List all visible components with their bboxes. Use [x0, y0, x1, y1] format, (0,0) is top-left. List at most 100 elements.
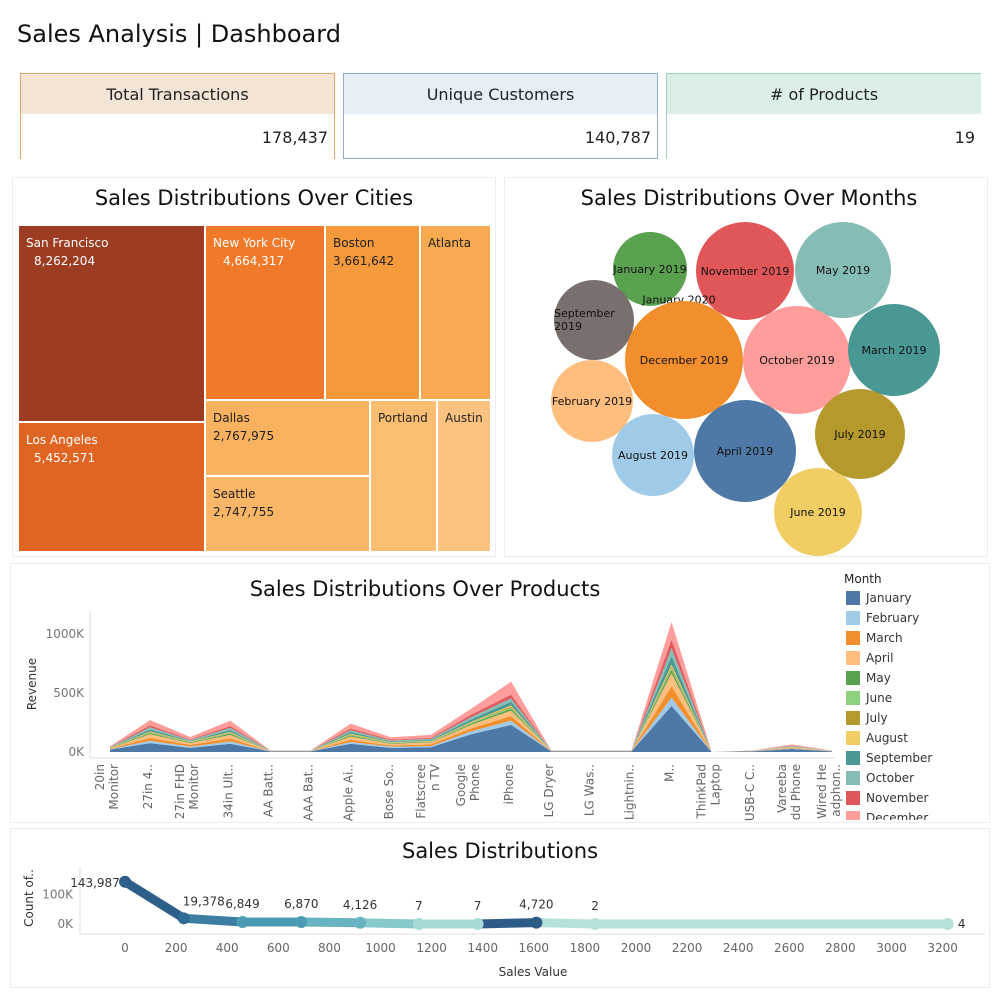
x-tick-label: Monitor: [187, 764, 201, 810]
x-tick-label: LG Dryer: [542, 764, 556, 817]
data-label: 7: [415, 899, 423, 913]
month-bubble[interactable]: August 2019: [612, 414, 694, 496]
month-bubble[interactable]: February 2019: [551, 360, 633, 442]
city-name: Dallas: [213, 411, 250, 425]
treemap-cell[interactable]: Atlanta: [420, 225, 491, 400]
city-name: Los Angeles: [26, 433, 98, 447]
x-tick-label: 3000: [876, 941, 907, 955]
line-segment: [531, 918, 600, 929]
data-point[interactable]: [177, 912, 190, 925]
data-point[interactable]: [412, 917, 425, 930]
x-tick-label: 20in: [93, 764, 107, 790]
x-tick-label: Apple Ai..: [342, 764, 356, 821]
data-label: 143,987: [70, 876, 120, 890]
data-point[interactable]: [354, 916, 367, 929]
kpi-value: 19: [954, 128, 975, 147]
kpi-label: Total Transactions: [21, 74, 334, 114]
city-name: Seattle: [213, 487, 256, 501]
line-segment: [179, 913, 248, 927]
x-tick-label: Vareeba: [775, 764, 789, 813]
area-series-january[interactable]: [110, 705, 832, 752]
kpi-value: 140,787: [584, 128, 651, 147]
treemap-cell[interactable]: Los Angeles 5,452,571: [18, 422, 205, 552]
x-tick-label: Monitor: [107, 764, 121, 810]
x-tick-label: Google: [454, 764, 468, 806]
month-bubble[interactable]: March 2019: [848, 304, 940, 396]
city-value: 8,262,204: [34, 254, 96, 268]
x-axis-label: Sales Value: [499, 965, 568, 979]
x-tick-label: Flatscree: [414, 764, 428, 819]
city-name: Portland: [378, 411, 428, 425]
data-label: 4,126: [343, 898, 377, 912]
data-point[interactable]: [236, 915, 249, 928]
x-tick-label: 2000: [621, 941, 652, 955]
x-tick-label: M..: [663, 764, 677, 782]
line-segment: [120, 877, 189, 923]
bubble-label: May 2019: [815, 263, 871, 277]
data-point[interactable]: [589, 917, 602, 930]
x-tick-label: 1600: [519, 941, 550, 955]
data-point[interactable]: [295, 915, 308, 928]
x-tick-label: 400: [216, 941, 239, 955]
month-bubble[interactable]: January 2019: [613, 232, 687, 306]
month-bubble[interactable]: June 2019: [774, 468, 862, 556]
treemap-cell[interactable]: Boston 3,661,642: [325, 225, 420, 400]
treemap-cell[interactable]: Seattle 2,747,755: [205, 476, 370, 552]
area-series-march[interactable]: [110, 686, 832, 752]
bubble-label: April 2019: [716, 444, 774, 458]
data-point[interactable]: [530, 916, 543, 929]
x-tick-label: ThinkPad: [695, 764, 709, 820]
y-axis-label: Count of..: [22, 869, 36, 927]
x-tick-label: 1000: [365, 941, 396, 955]
treemap-cell[interactable]: San Francisco 8,262,204: [18, 225, 205, 422]
month-bubble[interactable]: July 2019: [815, 389, 905, 479]
months-title: Sales Distributions Over Months: [580, 186, 918, 210]
kpi-total-transactions: Total Transactions 178,437: [20, 73, 335, 159]
y-tick-label: 500K: [53, 686, 85, 700]
city-name: New York City: [213, 236, 296, 250]
bubble-label: February 2019: [551, 394, 633, 408]
area-series-february[interactable]: [110, 697, 832, 752]
x-tick-label: 27in 4..: [141, 764, 155, 809]
city-value: 2,747,755: [213, 505, 275, 519]
months-panel: [504, 177, 988, 557]
bubble-label: January 2019: [613, 262, 687, 276]
bubble-label: October 2019: [759, 353, 835, 367]
bubble-label: November 2019: [700, 264, 790, 278]
treemap-cell[interactable]: Portland: [370, 400, 437, 552]
bubble-label: July 2019: [834, 427, 886, 441]
x-tick-label: Wired He: [815, 764, 829, 819]
x-tick-label: 3200: [927, 941, 958, 955]
month-bubble[interactable]: December 2019: [625, 301, 743, 419]
products-panel: [10, 563, 990, 823]
x-tick-label: Phone: [468, 764, 482, 801]
kpi-number-of-products: # of Products 19: [666, 73, 981, 159]
data-label: 4,720: [519, 898, 553, 912]
x-tick-label: Lightnin..: [622, 764, 636, 820]
data-label: 7: [474, 899, 482, 913]
data-label: 4: [958, 917, 966, 931]
treemap-cell[interactable]: Dallas 2,767,975: [205, 400, 370, 476]
month-bubble[interactable]: May 2019: [795, 222, 891, 318]
y-tick-label: 0K: [57, 917, 74, 931]
month-bubble[interactable]: November 2019: [696, 222, 794, 320]
data-point[interactable]: [119, 875, 131, 888]
line-segment: [473, 918, 541, 929]
treemap-cell[interactable]: New York City 4,664,317: [205, 225, 325, 400]
x-tick-label: iPhone: [502, 764, 516, 805]
x-tick-label: 2800: [825, 941, 856, 955]
x-tick-label: 2400: [723, 941, 754, 955]
month-bubble[interactable]: April 2019: [694, 400, 796, 502]
month-bubble[interactable]: September 2019: [554, 280, 634, 360]
data-label: 19,378: [183, 894, 225, 908]
city-value: 5,452,571: [34, 451, 96, 465]
x-tick-label: AA Batt..: [261, 764, 275, 817]
data-point[interactable]: [941, 917, 954, 930]
month-bubble[interactable]: October 2019: [743, 306, 851, 414]
data-point[interactable]: [471, 917, 484, 930]
city-name: San Francisco: [26, 236, 109, 250]
distribution-title: Sales Distributions: [401, 839, 599, 863]
treemap-cell[interactable]: Austin: [437, 400, 491, 552]
y-tick-label: 0K: [68, 745, 85, 759]
x-tick-label: adphon..: [829, 764, 843, 817]
